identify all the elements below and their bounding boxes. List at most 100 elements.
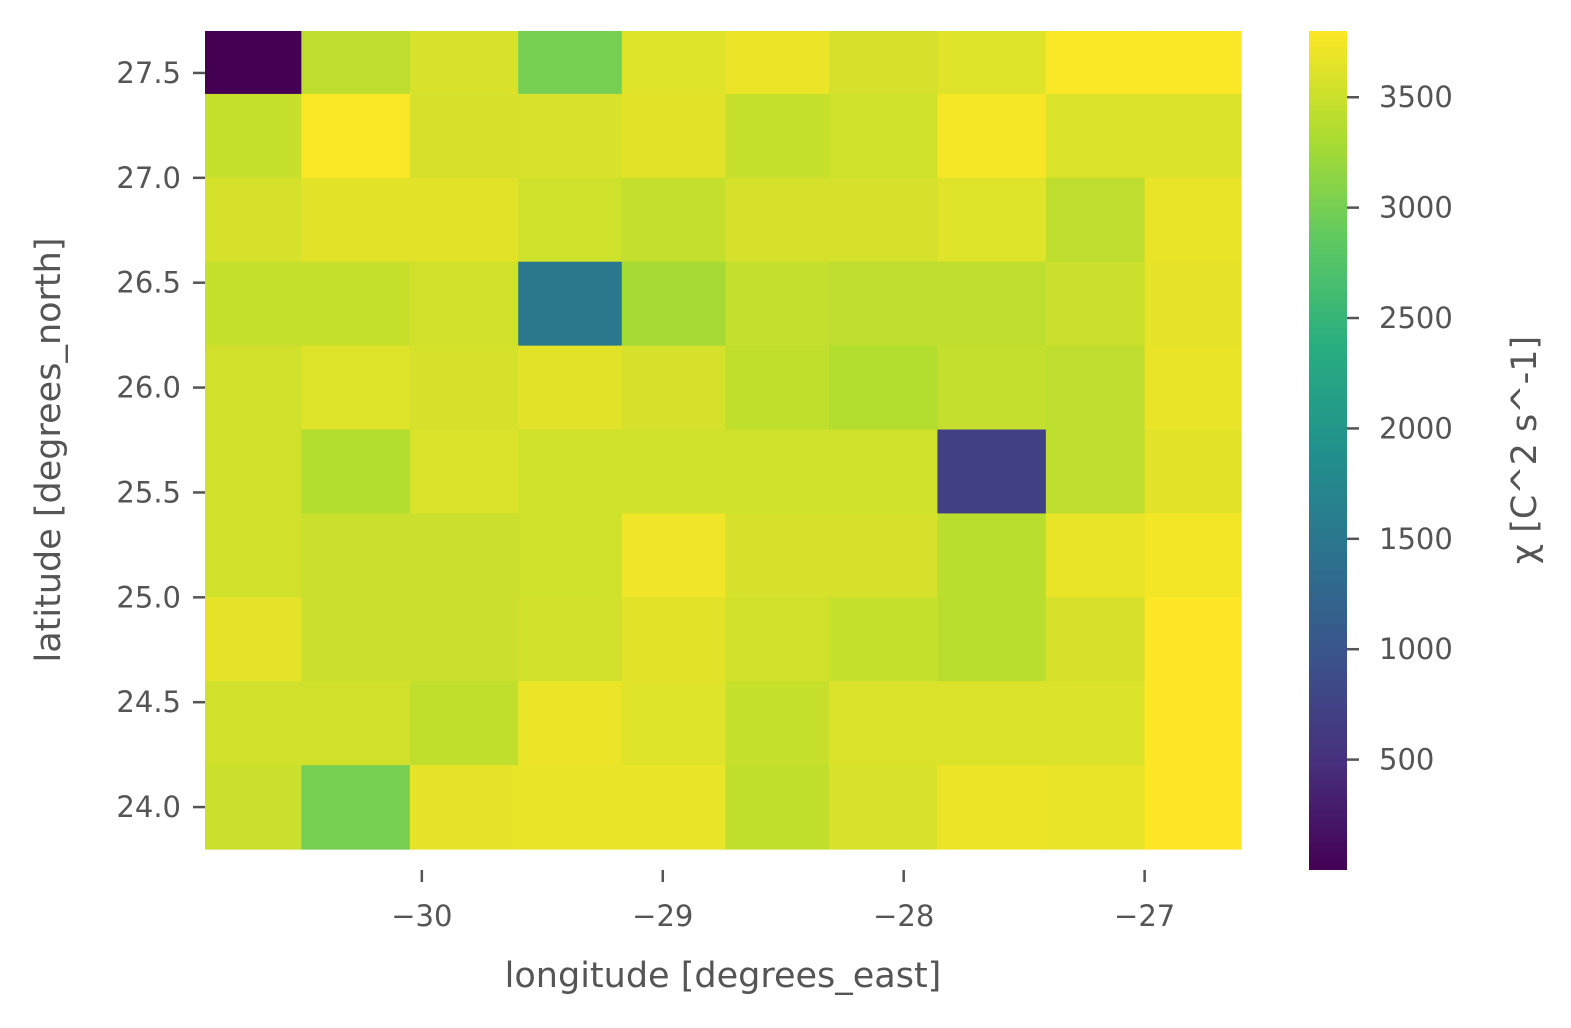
heatmap-cell [621,429,727,515]
x-axis-title: longitude [degrees_east] [505,956,942,996]
colorbar-tick-label: 2000 [1379,411,1453,445]
heatmap-cell [621,681,727,766]
heatmap-cell [725,93,830,179]
heatmap-cell [937,513,1047,598]
heatmap-cell [301,31,411,95]
colorbar-gradient [1309,31,1347,870]
heatmap-cell [725,681,830,766]
heatmap-cell [1045,177,1146,263]
heatmap-cell [409,597,519,682]
heatmap-cell [829,597,939,682]
heatmap-cell [1045,261,1146,347]
heatmap-cell [1144,177,1242,263]
heatmap-cell [301,765,411,850]
heatmap-cell [937,429,1047,515]
heatmap-cell [518,597,623,682]
heatmap-cell [205,261,302,347]
heatmap-cell [205,177,302,263]
heatmap-cell [518,31,623,95]
heatmap-cell [621,765,727,850]
x-tick-label: −28 [873,899,934,933]
heatmap-cell [205,597,302,682]
heatmap-cell [725,345,830,431]
heatmap-cell [621,31,727,95]
x-tick-label: −27 [1114,899,1175,933]
heatmap-cell [301,681,411,766]
heatmap-cell [621,261,727,347]
colorbar-tick-label: 1500 [1379,522,1453,556]
heatmap-cell [829,765,939,850]
heatmap-cell [1144,93,1242,179]
heatmap-cell [829,177,939,263]
colorbar-tick-label: 2500 [1379,301,1453,335]
y-tick-label: 27.0 [116,161,181,195]
colorbar-ticks: 500 1000 1500 2000 2500 3000 3500 [1347,80,1453,777]
heatmap-cell [301,93,411,179]
x-axis: −30 −29 −28 −27 [391,870,1175,933]
heatmap-cell [829,345,939,431]
heatmap-cell [518,765,623,850]
heatmap-cell [1144,31,1242,95]
heatmap-cell [518,345,623,431]
heatmap-cell [1045,765,1146,850]
heatmap-cell [409,31,519,95]
heatmap-cell [1144,261,1242,347]
colorbar-tick-label: 3000 [1379,191,1453,225]
y-tick-label: 25.5 [116,475,181,509]
heatmap-cell [829,681,939,766]
heatmap-cell [829,261,939,347]
heatmap-cell [301,345,411,431]
heatmap-cell [409,429,519,515]
heatmap-cell [937,177,1047,263]
heatmap-cell [829,513,939,598]
heatmap-cell [621,513,727,598]
heatmap-cell [205,429,302,515]
heatmap-cell [725,31,830,95]
heatmap-cell [205,681,302,766]
heatmap-cell [409,681,519,766]
heatmap-cells [205,31,1242,850]
heatmap-cell [621,93,727,179]
heatmap-cell [205,765,302,850]
heatmap-cell [205,345,302,431]
heatmap-cell [409,261,519,347]
colorbar-label: χ [C^2 s^-1] [1505,336,1545,564]
y-axis: 24.0 24.5 25.0 25.5 26.0 26.5 27.0 27.5 [116,56,205,824]
heatmap-cell [937,765,1047,850]
heatmap-cell [1045,513,1146,598]
heatmap-cell [518,429,623,515]
x-tick-label: −29 [632,899,693,933]
heatmap-cell [937,261,1047,347]
heatmap-cell [829,429,939,515]
heatmap-cell [937,345,1047,431]
y-tick-label: 24.0 [116,790,181,824]
heatmap-cell [409,765,519,850]
heatmap-cell [518,681,623,766]
heatmap-cell [829,93,939,179]
heatmap-cell [518,513,623,598]
heatmap-cell [1144,513,1242,598]
heatmap-cell [725,765,830,850]
heatmap-cell [1045,429,1146,515]
heatmap-cell [1045,597,1146,682]
heatmap-cell [301,261,411,347]
colorbar-tick-label: 3500 [1379,80,1453,114]
heatmap-cell [1144,765,1242,850]
heatmap-cell [301,513,411,598]
heatmap-cell [937,93,1047,179]
heatmap-cell [937,31,1047,95]
heatmap-cell [1045,681,1146,766]
heatmap-cell [725,513,830,598]
heatmap-cell [301,177,411,263]
heatmap-cell [725,177,830,263]
heatmap-cell [621,345,727,431]
heatmap-cell [621,177,727,263]
heatmap-cell [409,93,519,179]
heatmap-cell [409,177,519,263]
heatmap-cell [937,597,1047,682]
heatmap-cell [1144,429,1242,515]
colorbar-tick-label: 500 [1379,743,1434,777]
heatmap-cell [725,261,830,347]
heatmap-cell [409,345,519,431]
heatmap-cell [1144,597,1242,682]
